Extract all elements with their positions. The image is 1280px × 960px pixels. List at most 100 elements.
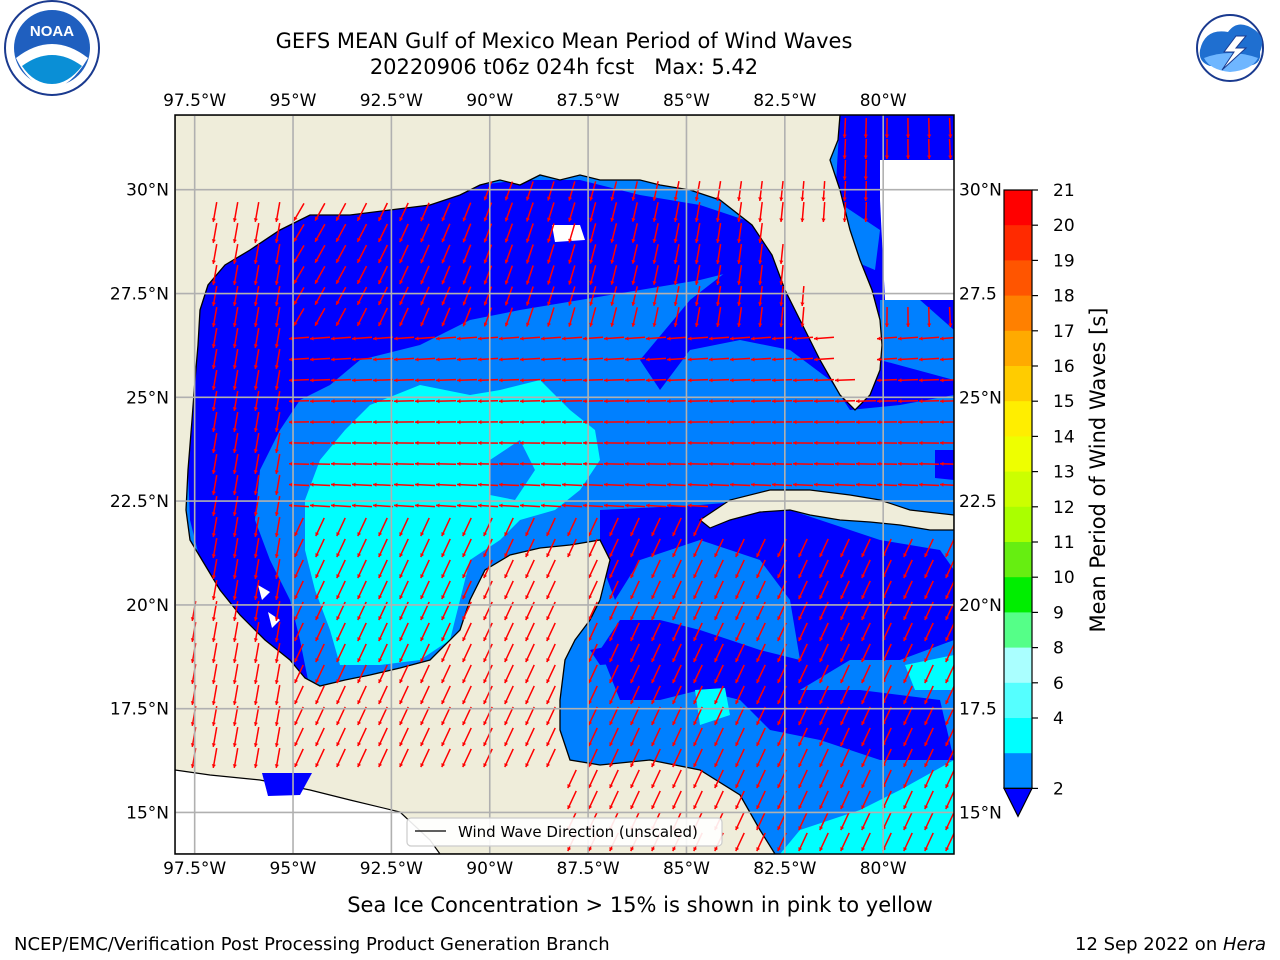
wave-arrow-head <box>861 679 866 684</box>
wave-arrow-head <box>610 280 615 285</box>
wave-arrow-head <box>924 700 929 705</box>
wave-arrow-head <box>840 784 845 789</box>
wave-arrow-head <box>856 419 860 425</box>
wave-arrow-head <box>945 574 950 579</box>
colorbar-segment <box>1004 542 1032 578</box>
wave-arrow-head <box>651 784 656 789</box>
wave-arrow-head <box>274 659 279 663</box>
wave-arrow-head <box>737 218 742 222</box>
wave-arrow-head <box>589 217 594 222</box>
wave-arrow-head <box>546 616 551 621</box>
wave-arrow-head <box>758 302 763 306</box>
wave-arrow-head <box>903 658 908 663</box>
wave-arrow-head <box>462 238 467 243</box>
wave-arrow-head <box>462 301 467 306</box>
wave-arrow-head <box>373 503 377 508</box>
wave-arrow-head <box>399 217 404 222</box>
wave-arrow-head <box>420 553 425 558</box>
wave-arrow-head <box>694 260 699 264</box>
footer-date: 12 Sep 2022 on <box>1075 934 1223 955</box>
wave-arrow-head <box>232 260 237 264</box>
wave-arrow-head <box>861 616 866 621</box>
wave-arrow-head <box>646 336 650 341</box>
wave-arrow-head <box>399 658 404 663</box>
wave-arrow-head <box>211 701 216 705</box>
wave-arrow-head <box>394 482 398 487</box>
wave-arrow-head <box>819 595 824 600</box>
wave-arrow-head <box>945 658 950 663</box>
wave-arrow-head <box>525 553 530 558</box>
wave-arrow-head <box>800 197 805 201</box>
wave-arrow-head <box>253 512 258 516</box>
wave-arrow-head <box>357 616 362 621</box>
wave-arrow-head <box>948 323 953 327</box>
lon-label-top: 90°W <box>466 91 513 111</box>
wave-arrow-head <box>478 378 482 383</box>
noaa-logo-text: NOAA <box>30 23 74 40</box>
wave-arrow-head <box>877 440 881 445</box>
wave-arrow-head <box>420 595 425 600</box>
wave-arrow-head <box>588 595 593 600</box>
map-legend: Wind Wave Direction (unscaled) <box>406 817 723 847</box>
wave-arrow-head <box>758 281 763 285</box>
wave-arrow-head <box>483 721 488 726</box>
wave-arrow-head <box>232 764 237 768</box>
wave-arrow-head <box>253 575 258 579</box>
wave-arrow-head <box>777 637 782 642</box>
wave-arrow-head <box>483 637 488 642</box>
wave-arrow-head <box>819 700 824 705</box>
wave-arrow-head <box>289 419 293 425</box>
wave-arrow-head <box>462 259 467 264</box>
wave-arrow-head <box>840 742 845 747</box>
wave-arrow-head <box>919 378 923 383</box>
wave-arrow-head <box>737 197 742 201</box>
wave-arrow-head <box>756 721 761 726</box>
wave-arrow-head <box>274 701 279 705</box>
wave-arrow-head <box>672 742 677 747</box>
wave-arrow-head <box>525 700 530 705</box>
wave-arrow-head <box>415 461 419 466</box>
wave-arrow-head <box>378 658 383 663</box>
wave-arrow-head <box>884 155 889 159</box>
wave-arrow-head <box>779 260 784 264</box>
wave-arrow-head <box>211 407 216 411</box>
wave-arrow-head <box>232 701 237 705</box>
wave-arrow-head <box>310 482 314 487</box>
wave-arrow-head <box>898 336 902 341</box>
wave-arrow-head <box>588 679 593 684</box>
wave-arrow-head <box>352 461 356 466</box>
wave-arrow-head <box>609 721 614 726</box>
wave-arrow-head <box>709 440 713 445</box>
lon-label-bottom: 87.5°W <box>557 859 620 879</box>
colorbar-segment <box>1004 401 1032 437</box>
wave-arrow-head <box>693 574 698 579</box>
wave-arrow-head <box>842 134 847 138</box>
wave-arrow-head <box>772 482 776 487</box>
wave-arrow-head <box>877 461 881 466</box>
wave-arrow-head <box>819 658 824 663</box>
wave-arrow-head <box>373 378 377 383</box>
wave-arrow-head <box>919 336 923 341</box>
wave-arrow-head <box>315 574 320 579</box>
wave-arrow-head <box>793 461 797 466</box>
wave-arrow-head <box>735 616 740 621</box>
wave-arrow-head <box>541 461 545 466</box>
wave-arrow-head <box>756 763 761 768</box>
wave-arrow-head <box>693 616 698 621</box>
wave-arrow-head <box>274 533 279 537</box>
wave-arrow-head <box>693 847 698 852</box>
wave-arrow-head <box>694 218 699 222</box>
wave-arrow-head <box>842 155 847 159</box>
colorbar-tick-label: 11 <box>1053 533 1075 553</box>
wave-arrow-head <box>232 554 237 558</box>
wave-arrow-head <box>688 399 692 404</box>
wave-arrow-head <box>945 721 950 726</box>
wave-arrow-head <box>331 419 335 425</box>
wave-arrow-head <box>315 258 319 263</box>
wave-arrow-head <box>253 428 258 432</box>
wave-arrow-head <box>547 322 551 327</box>
wave-arrow-head <box>441 259 446 264</box>
lon-label-bottom: 85°W <box>663 859 710 879</box>
wave-arrow-head <box>357 553 362 558</box>
wave-arrow-head <box>293 279 298 284</box>
